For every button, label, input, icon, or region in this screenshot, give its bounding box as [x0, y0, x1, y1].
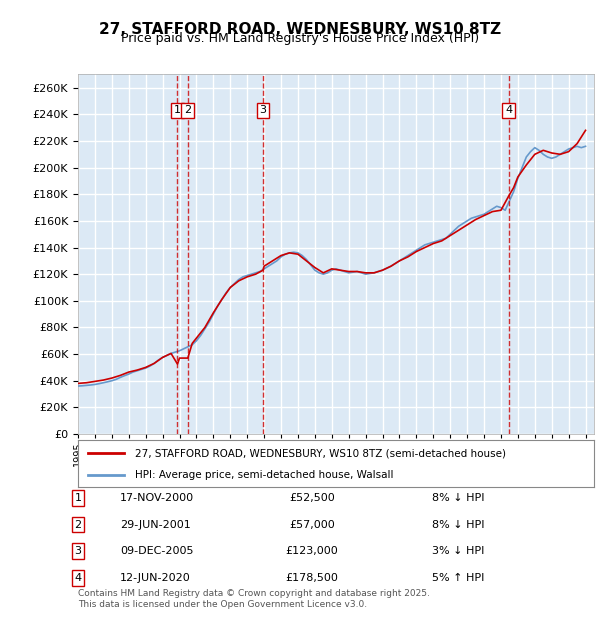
- Text: 2: 2: [184, 105, 191, 115]
- Text: 2: 2: [74, 520, 82, 529]
- Text: 27, STAFFORD ROAD, WEDNESBURY, WS10 8TZ: 27, STAFFORD ROAD, WEDNESBURY, WS10 8TZ: [99, 22, 501, 37]
- Text: HPI: Average price, semi-detached house, Walsall: HPI: Average price, semi-detached house,…: [135, 470, 393, 480]
- Text: 12-JUN-2020: 12-JUN-2020: [120, 573, 191, 583]
- Text: 3: 3: [74, 546, 82, 556]
- Text: 4: 4: [74, 573, 82, 583]
- Text: 27, STAFFORD ROAD, WEDNESBURY, WS10 8TZ (semi-detached house): 27, STAFFORD ROAD, WEDNESBURY, WS10 8TZ …: [135, 448, 506, 458]
- Text: 1: 1: [174, 105, 181, 115]
- Text: £57,000: £57,000: [289, 520, 335, 529]
- Text: 3% ↓ HPI: 3% ↓ HPI: [432, 546, 484, 556]
- Text: 8% ↓ HPI: 8% ↓ HPI: [432, 520, 485, 529]
- Text: 4: 4: [505, 105, 512, 115]
- Text: 3: 3: [260, 105, 266, 115]
- Text: Price paid vs. HM Land Registry's House Price Index (HPI): Price paid vs. HM Land Registry's House …: [121, 32, 479, 45]
- Text: 1: 1: [74, 493, 82, 503]
- Text: £123,000: £123,000: [286, 546, 338, 556]
- Text: Contains HM Land Registry data © Crown copyright and database right 2025.
This d: Contains HM Land Registry data © Crown c…: [78, 590, 430, 609]
- Text: £52,500: £52,500: [289, 493, 335, 503]
- Text: 09-DEC-2005: 09-DEC-2005: [120, 546, 193, 556]
- Text: 8% ↓ HPI: 8% ↓ HPI: [432, 493, 485, 503]
- Text: £178,500: £178,500: [286, 573, 338, 583]
- Text: 17-NOV-2000: 17-NOV-2000: [120, 493, 194, 503]
- Text: 29-JUN-2001: 29-JUN-2001: [120, 520, 191, 529]
- Text: 5% ↑ HPI: 5% ↑ HPI: [432, 573, 484, 583]
